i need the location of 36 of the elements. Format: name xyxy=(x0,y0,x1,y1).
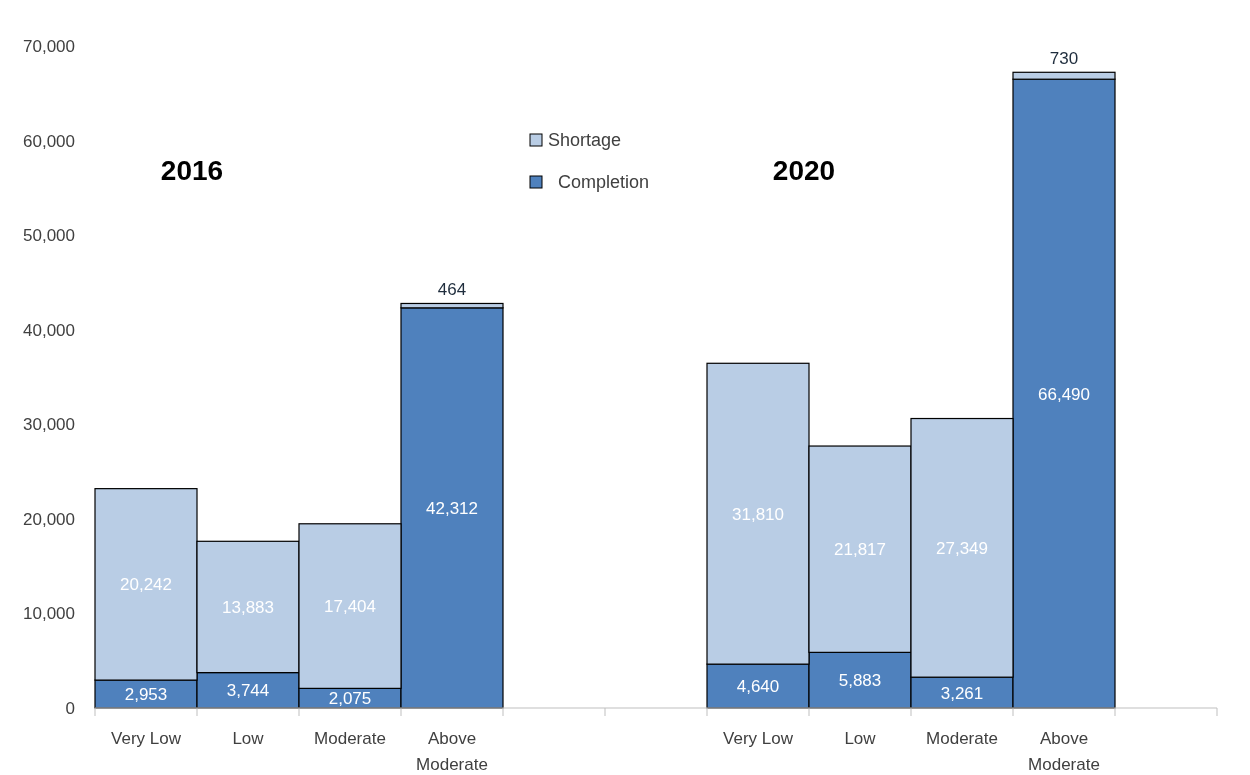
data-label: 730 xyxy=(1049,49,1079,69)
x-tick-label: Moderate xyxy=(926,729,998,748)
data-label: 66,490 xyxy=(1038,384,1090,404)
y-tick-label: 30,000 xyxy=(23,415,75,435)
x-tick-label: Low xyxy=(232,729,265,748)
legend-label: Completion xyxy=(558,172,650,192)
data-label: 4,640 xyxy=(736,677,780,697)
x-tick-label: Low xyxy=(844,729,877,748)
data-label: 13,883 xyxy=(222,597,274,617)
data-label: 31,810 xyxy=(732,504,784,524)
data-label: 3,744 xyxy=(226,681,270,701)
data-label: 464 xyxy=(437,280,467,300)
data-label: 17,404 xyxy=(324,597,376,617)
annotation: 2016 xyxy=(160,155,224,186)
data-label: 2,953 xyxy=(124,685,168,705)
y-tick-label: 10,000 xyxy=(23,604,75,624)
y-tick-label: 0 xyxy=(65,699,75,718)
x-tick-label: Moderate xyxy=(314,729,386,748)
data-label: 42,312 xyxy=(426,498,478,518)
data-label: 2,075 xyxy=(328,689,372,709)
y-tick-label: 60,000 xyxy=(23,131,75,151)
data-label: 21,817 xyxy=(834,540,886,560)
x-tick-label: Above Moderate xyxy=(416,729,488,774)
x-tick-label: Very Low xyxy=(723,729,794,748)
y-tick-label: 70,000 xyxy=(23,37,75,56)
data-label: 20,242 xyxy=(120,575,172,595)
x-tick-label: Above Moderate xyxy=(1028,729,1100,774)
annotation: 2020 xyxy=(772,155,836,186)
y-tick-label: 50,000 xyxy=(23,226,75,246)
data-label: 5,883 xyxy=(838,671,882,691)
data-label: 27,349 xyxy=(936,538,988,558)
y-tick-label: 40,000 xyxy=(23,320,75,340)
data-label: 3,261 xyxy=(940,683,984,703)
x-tick-label: Very Low xyxy=(111,729,182,748)
legend-label: Shortage xyxy=(548,130,622,150)
y-tick-label: 20,000 xyxy=(23,509,75,529)
